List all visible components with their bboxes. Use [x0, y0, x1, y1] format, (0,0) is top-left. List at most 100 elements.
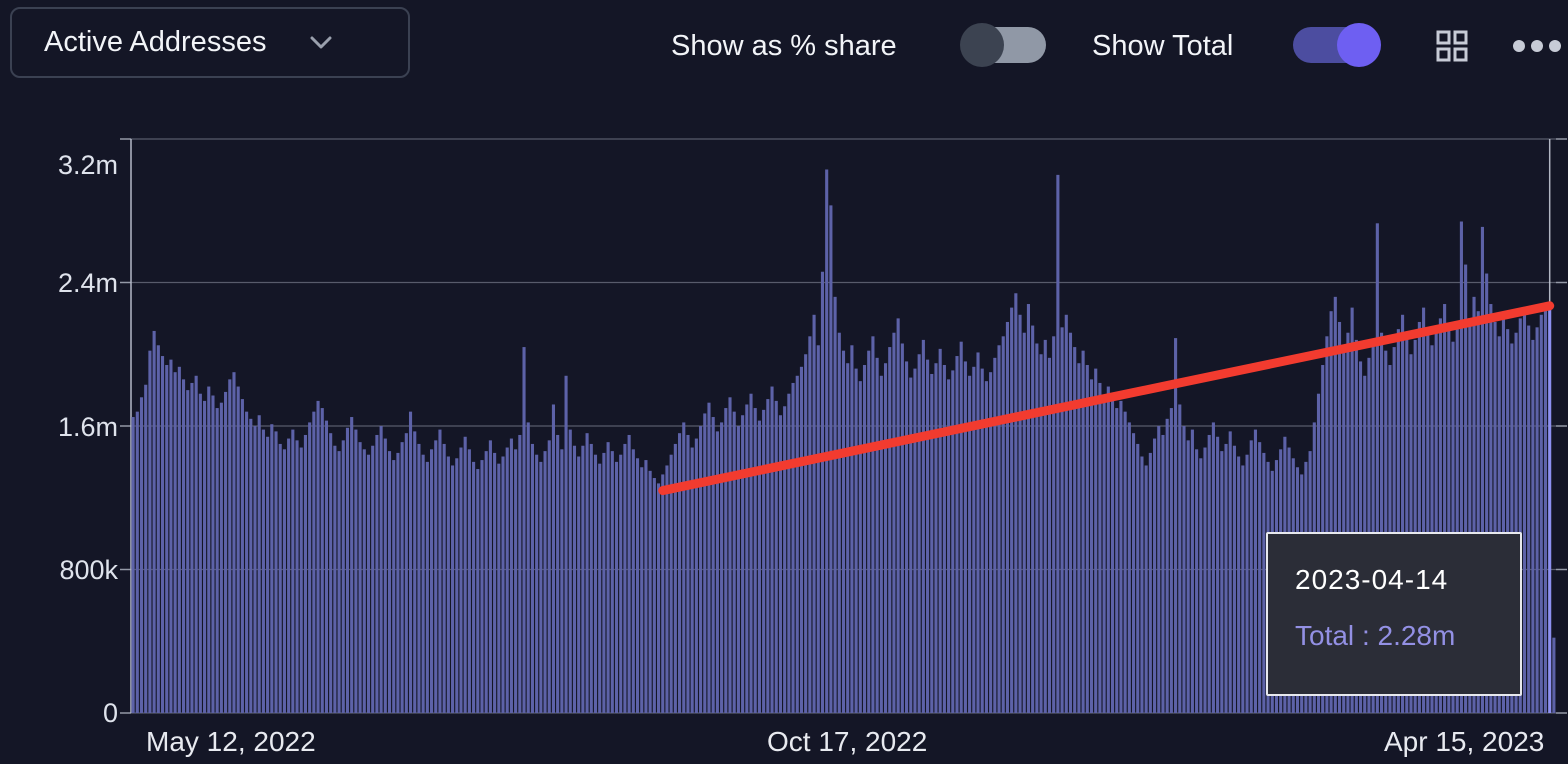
bar[interactable]: [438, 429, 442, 713]
bar[interactable]: [1178, 404, 1182, 713]
bar[interactable]: [451, 465, 455, 713]
bar[interactable]: [1375, 223, 1379, 713]
bar[interactable]: [673, 443, 677, 713]
bar[interactable]: [1001, 336, 1005, 713]
bar[interactable]: [472, 461, 476, 713]
bar[interactable]: [215, 408, 219, 713]
bar[interactable]: [900, 343, 904, 713]
bar[interactable]: [455, 458, 459, 713]
bar[interactable]: [396, 452, 400, 713]
bar[interactable]: [783, 406, 787, 713]
bar[interactable]: [665, 465, 669, 713]
bar[interactable]: [627, 434, 631, 713]
bar[interactable]: [871, 336, 875, 713]
bar[interactable]: [749, 393, 753, 713]
bar[interactable]: [1064, 314, 1068, 713]
bar-highlighted[interactable]: [1548, 304, 1552, 713]
bar[interactable]: [1161, 434, 1165, 713]
bar[interactable]: [968, 375, 972, 713]
bar[interactable]: [1035, 343, 1039, 713]
bar[interactable]: [408, 411, 413, 713]
bar[interactable]: [1434, 332, 1438, 713]
bar[interactable]: [1010, 307, 1014, 713]
bar[interactable]: [1552, 637, 1556, 713]
bar[interactable]: [812, 314, 816, 713]
bar[interactable]: [160, 356, 165, 713]
bar[interactable]: [1455, 329, 1459, 713]
bar[interactable]: [1380, 332, 1384, 713]
metric-dropdown[interactable]: Active Addresses: [10, 7, 410, 78]
bar[interactable]: [631, 449, 635, 713]
bar[interactable]: [858, 381, 862, 713]
bar[interactable]: [905, 361, 909, 713]
bar[interactable]: [1014, 293, 1018, 713]
bar[interactable]: [1148, 452, 1152, 713]
bar[interactable]: [1493, 321, 1497, 713]
bar[interactable]: [1031, 325, 1035, 713]
bar[interactable]: [1182, 426, 1186, 713]
grid-view-icon[interactable]: [1434, 28, 1470, 64]
bar[interactable]: [539, 461, 543, 713]
bar[interactable]: [745, 404, 749, 713]
bar[interactable]: [1518, 318, 1522, 713]
bar[interactable]: [669, 454, 673, 713]
bar[interactable]: [144, 384, 148, 713]
bar[interactable]: [1543, 309, 1548, 713]
bar[interactable]: [1089, 379, 1094, 713]
bar[interactable]: [808, 336, 812, 713]
bar[interactable]: [425, 461, 429, 713]
bar[interactable]: [1157, 426, 1161, 713]
bar[interactable]: [598, 463, 602, 713]
bar[interactable]: [614, 461, 619, 713]
bar[interactable]: [757, 420, 761, 713]
bar[interactable]: [383, 438, 387, 713]
bar[interactable]: [261, 429, 265, 713]
bar[interactable]: [1232, 445, 1236, 713]
bar[interactable]: [930, 373, 934, 713]
bar[interactable]: [442, 443, 446, 713]
bar[interactable]: [896, 318, 900, 713]
bar[interactable]: [804, 354, 808, 713]
bar[interactable]: [741, 415, 745, 713]
bar[interactable]: [1527, 325, 1531, 713]
bar[interactable]: [1422, 307, 1426, 713]
bar[interactable]: [1262, 452, 1266, 713]
bar[interactable]: [1480, 226, 1484, 714]
bar[interactable]: [232, 372, 236, 713]
bar[interactable]: [947, 379, 951, 713]
bar[interactable]: [1249, 440, 1253, 713]
bar[interactable]: [951, 370, 955, 713]
bar[interactable]: [240, 399, 244, 713]
bar[interactable]: [324, 420, 329, 713]
bar[interactable]: [1329, 311, 1333, 713]
bar[interactable]: [551, 404, 556, 713]
bar[interactable]: [1535, 327, 1539, 713]
bar[interactable]: [955, 356, 959, 713]
bar[interactable]: [707, 402, 711, 713]
bar[interactable]: [366, 454, 371, 713]
bar[interactable]: [581, 445, 585, 713]
bar[interactable]: [299, 447, 303, 713]
bar[interactable]: [312, 411, 316, 713]
bar[interactable]: [1514, 332, 1518, 713]
bar[interactable]: [282, 449, 286, 713]
bar[interactable]: [505, 447, 509, 713]
bar[interactable]: [434, 440, 438, 713]
bar[interactable]: [1531, 339, 1535, 713]
bar[interactable]: [387, 451, 392, 713]
bar[interactable]: [1199, 458, 1203, 713]
bar[interactable]: [379, 426, 383, 713]
bar[interactable]: [392, 460, 396, 713]
bar[interactable]: [606, 442, 610, 713]
bar[interactable]: [1476, 311, 1480, 713]
bar[interactable]: [934, 363, 938, 713]
bar[interactable]: [1110, 399, 1115, 713]
bar[interactable]: [694, 438, 698, 713]
bar[interactable]: [177, 366, 181, 713]
bar[interactable]: [820, 271, 825, 713]
bar[interactable]: [1165, 418, 1169, 713]
bar[interactable]: [1371, 343, 1375, 713]
bar[interactable]: [274, 431, 278, 713]
bar[interactable]: [1430, 345, 1434, 713]
bar[interactable]: [602, 452, 606, 713]
